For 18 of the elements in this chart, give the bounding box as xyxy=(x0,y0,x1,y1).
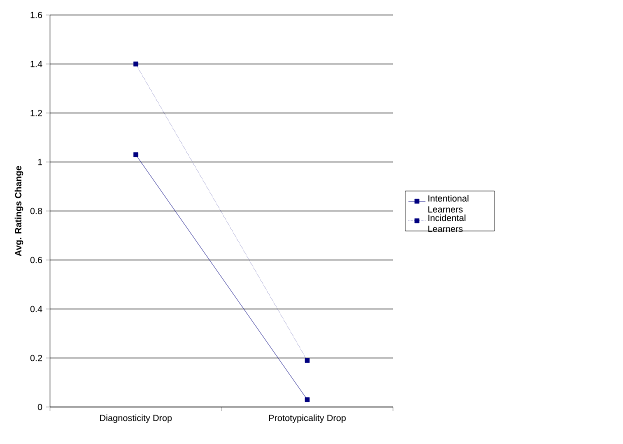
x-tick-label: Prototypicality Drop xyxy=(269,414,346,423)
legend-label: Intentional Learners xyxy=(428,194,468,213)
point xyxy=(133,62,138,66)
y-tick-label: 0.4 xyxy=(30,306,42,312)
y-tick-label: 1.2 xyxy=(30,110,42,116)
x-tick-label: Diagnosticity Drop xyxy=(100,414,172,423)
y-tick-label: 1 xyxy=(38,158,42,166)
y-tick-label: 0 xyxy=(38,404,42,410)
y-tick-label: 0.6 xyxy=(30,256,42,264)
y-tick-label: 1.4 xyxy=(30,60,42,68)
y-tick-label: 0.2 xyxy=(30,354,42,362)
y-axis-title: Avg. Ratings Change xyxy=(14,166,24,256)
point xyxy=(304,358,310,363)
point xyxy=(304,397,310,402)
point xyxy=(133,152,138,158)
legend-label: Incidental Learners xyxy=(428,214,466,232)
y-tick-label: 1.6 xyxy=(30,12,42,18)
y-tick-label: 0.8 xyxy=(30,208,42,214)
